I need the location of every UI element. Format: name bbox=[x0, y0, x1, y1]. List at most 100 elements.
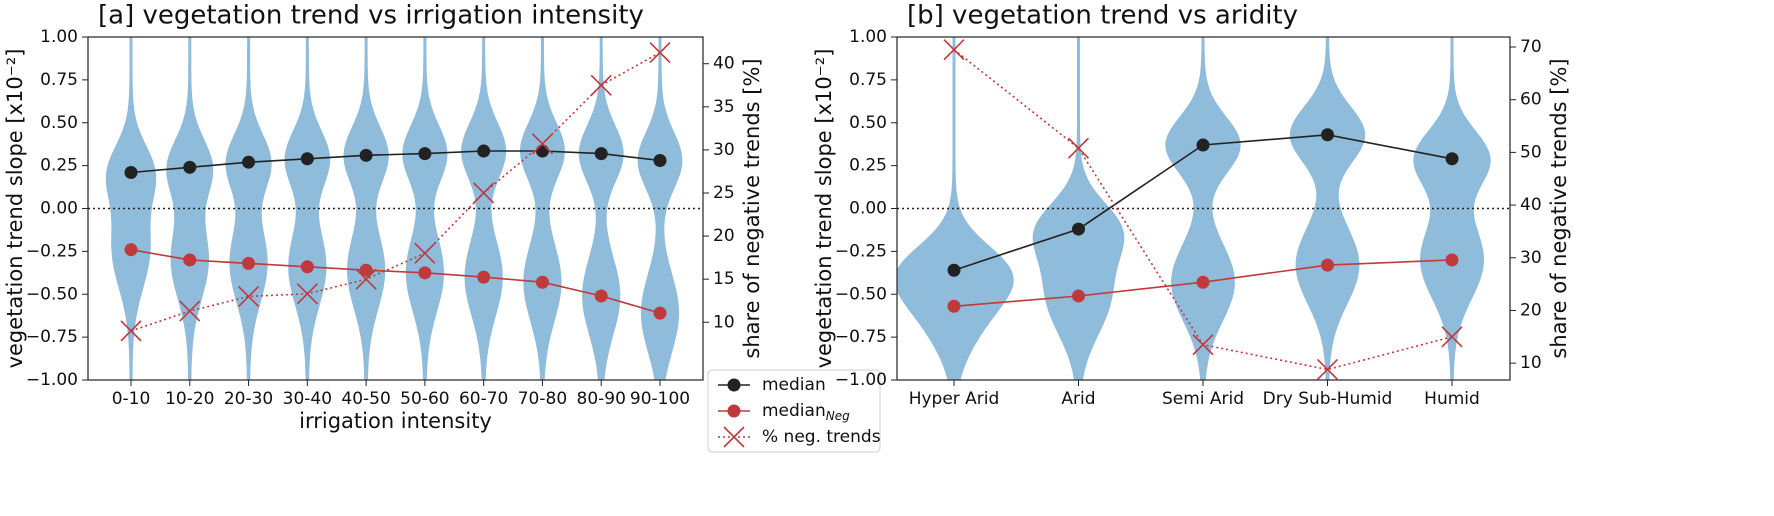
y-tick-label: 0.25 bbox=[40, 156, 78, 176]
violin bbox=[461, 37, 507, 380]
violin bbox=[637, 37, 683, 380]
y-axis-label: vegetation trend slope [x10⁻²] bbox=[3, 49, 27, 369]
y2-tick-label: 70 bbox=[1520, 37, 1542, 57]
point bbox=[947, 263, 961, 277]
x-tick-label: Semi Arid bbox=[1162, 389, 1244, 409]
y2-tick-label: 10 bbox=[713, 312, 735, 332]
violin bbox=[1413, 37, 1491, 380]
point bbox=[535, 275, 549, 289]
legend-label-text: % neg. trends bbox=[762, 427, 881, 447]
y-tick-label: −0.50 bbox=[26, 284, 78, 304]
point bbox=[359, 148, 373, 162]
plot-area bbox=[105, 37, 683, 380]
y2-tick-label: 35 bbox=[713, 97, 735, 117]
x-marker bbox=[473, 182, 495, 204]
x-tick-label: 20-30 bbox=[224, 389, 273, 409]
violin bbox=[897, 37, 1014, 380]
x-tick-label: 70-80 bbox=[518, 389, 567, 409]
legend-marker bbox=[727, 378, 741, 392]
point bbox=[124, 165, 138, 179]
x-marker bbox=[1192, 334, 1214, 356]
point bbox=[653, 153, 667, 167]
y-tick-label: −0.25 bbox=[26, 241, 78, 261]
point bbox=[1445, 253, 1459, 267]
y-tick-label: 0.50 bbox=[40, 113, 78, 133]
x-tick-label: 40-50 bbox=[341, 389, 390, 409]
y-tick-label: −0.50 bbox=[835, 284, 887, 304]
violin bbox=[520, 37, 565, 380]
y2-tick-label: 40 bbox=[1520, 195, 1542, 215]
point bbox=[594, 289, 608, 303]
violin bbox=[343, 37, 389, 380]
y-tick-label: −0.25 bbox=[835, 241, 887, 261]
point bbox=[1072, 222, 1085, 236]
x-marker bbox=[296, 283, 318, 305]
violin bbox=[578, 37, 624, 380]
point bbox=[418, 147, 432, 161]
x-marker bbox=[1441, 326, 1463, 348]
y2-tick-label: 10 bbox=[1520, 353, 1542, 373]
point bbox=[242, 256, 256, 270]
y-tick-label: −0.75 bbox=[835, 327, 887, 347]
y2-tick-label: 15 bbox=[713, 269, 735, 289]
violin bbox=[402, 37, 448, 380]
x-marker bbox=[1316, 358, 1339, 381]
x-tick-label: Humid bbox=[1424, 389, 1480, 409]
point bbox=[242, 155, 256, 169]
y-tick-label: 0.75 bbox=[40, 70, 78, 90]
y2-tick-label: 20 bbox=[713, 226, 735, 246]
x-marker bbox=[1067, 137, 1090, 159]
violin bbox=[284, 37, 331, 380]
point bbox=[418, 266, 432, 280]
x-marker bbox=[590, 74, 612, 96]
x-marker bbox=[649, 41, 671, 64]
y2-axis-label: share of negative trends [%] bbox=[1547, 58, 1571, 358]
x-axis-label: irrigation intensity bbox=[299, 409, 492, 433]
violin bbox=[1165, 37, 1241, 380]
legend-box bbox=[707, 369, 881, 453]
violin bbox=[166, 37, 214, 380]
x-tick-label: Dry Sub-Humid bbox=[1263, 389, 1393, 409]
x-marker bbox=[120, 320, 142, 342]
y2-tick-label: 30 bbox=[713, 140, 735, 160]
x-tick-label: 30-40 bbox=[283, 389, 332, 409]
y-tick-label: 0.00 bbox=[40, 199, 78, 219]
legend-label-text: median bbox=[762, 375, 826, 395]
point bbox=[124, 243, 138, 257]
legend-marker bbox=[727, 404, 741, 418]
point bbox=[300, 260, 314, 274]
y2-tick-label: 25 bbox=[713, 183, 735, 203]
point bbox=[359, 263, 373, 277]
violin bbox=[105, 37, 157, 380]
series-line bbox=[130, 248, 661, 314]
series-line bbox=[130, 51, 661, 332]
point bbox=[535, 144, 549, 158]
y-tick-label: −1.00 bbox=[835, 370, 887, 390]
point bbox=[653, 306, 667, 320]
legend-label-subscript: Neg bbox=[826, 409, 850, 423]
plot-area bbox=[897, 37, 1491, 380]
violin bbox=[1289, 37, 1366, 380]
y-tick-label: 1.00 bbox=[849, 27, 887, 47]
point bbox=[183, 160, 197, 174]
point bbox=[477, 144, 491, 158]
legend-label: medianNeg bbox=[762, 401, 850, 423]
point bbox=[1196, 138, 1210, 152]
x-tick-label: Hyper Arid bbox=[909, 389, 1000, 409]
x-marker bbox=[237, 285, 260, 307]
legend-label: % neg. trends bbox=[762, 427, 881, 447]
x-tick-label: 80-90 bbox=[577, 389, 626, 409]
x-tick-label: 10-20 bbox=[165, 389, 214, 409]
x-tick-label: 90-100 bbox=[630, 389, 690, 409]
y-tick-label: 1.00 bbox=[40, 27, 78, 47]
y2-tick-label: 50 bbox=[1520, 142, 1542, 162]
y-tick-label: 0.50 bbox=[849, 113, 887, 133]
point bbox=[300, 152, 314, 166]
y-tick-label: −1.00 bbox=[26, 370, 78, 390]
point bbox=[1445, 152, 1459, 166]
chart-title: [b] vegetation trend vs aridity bbox=[907, 1, 1298, 31]
x-tick-label: Arid bbox=[1061, 389, 1095, 409]
chart-title: [a] vegetation trend vs irrigation inten… bbox=[98, 1, 644, 31]
point bbox=[477, 270, 491, 284]
